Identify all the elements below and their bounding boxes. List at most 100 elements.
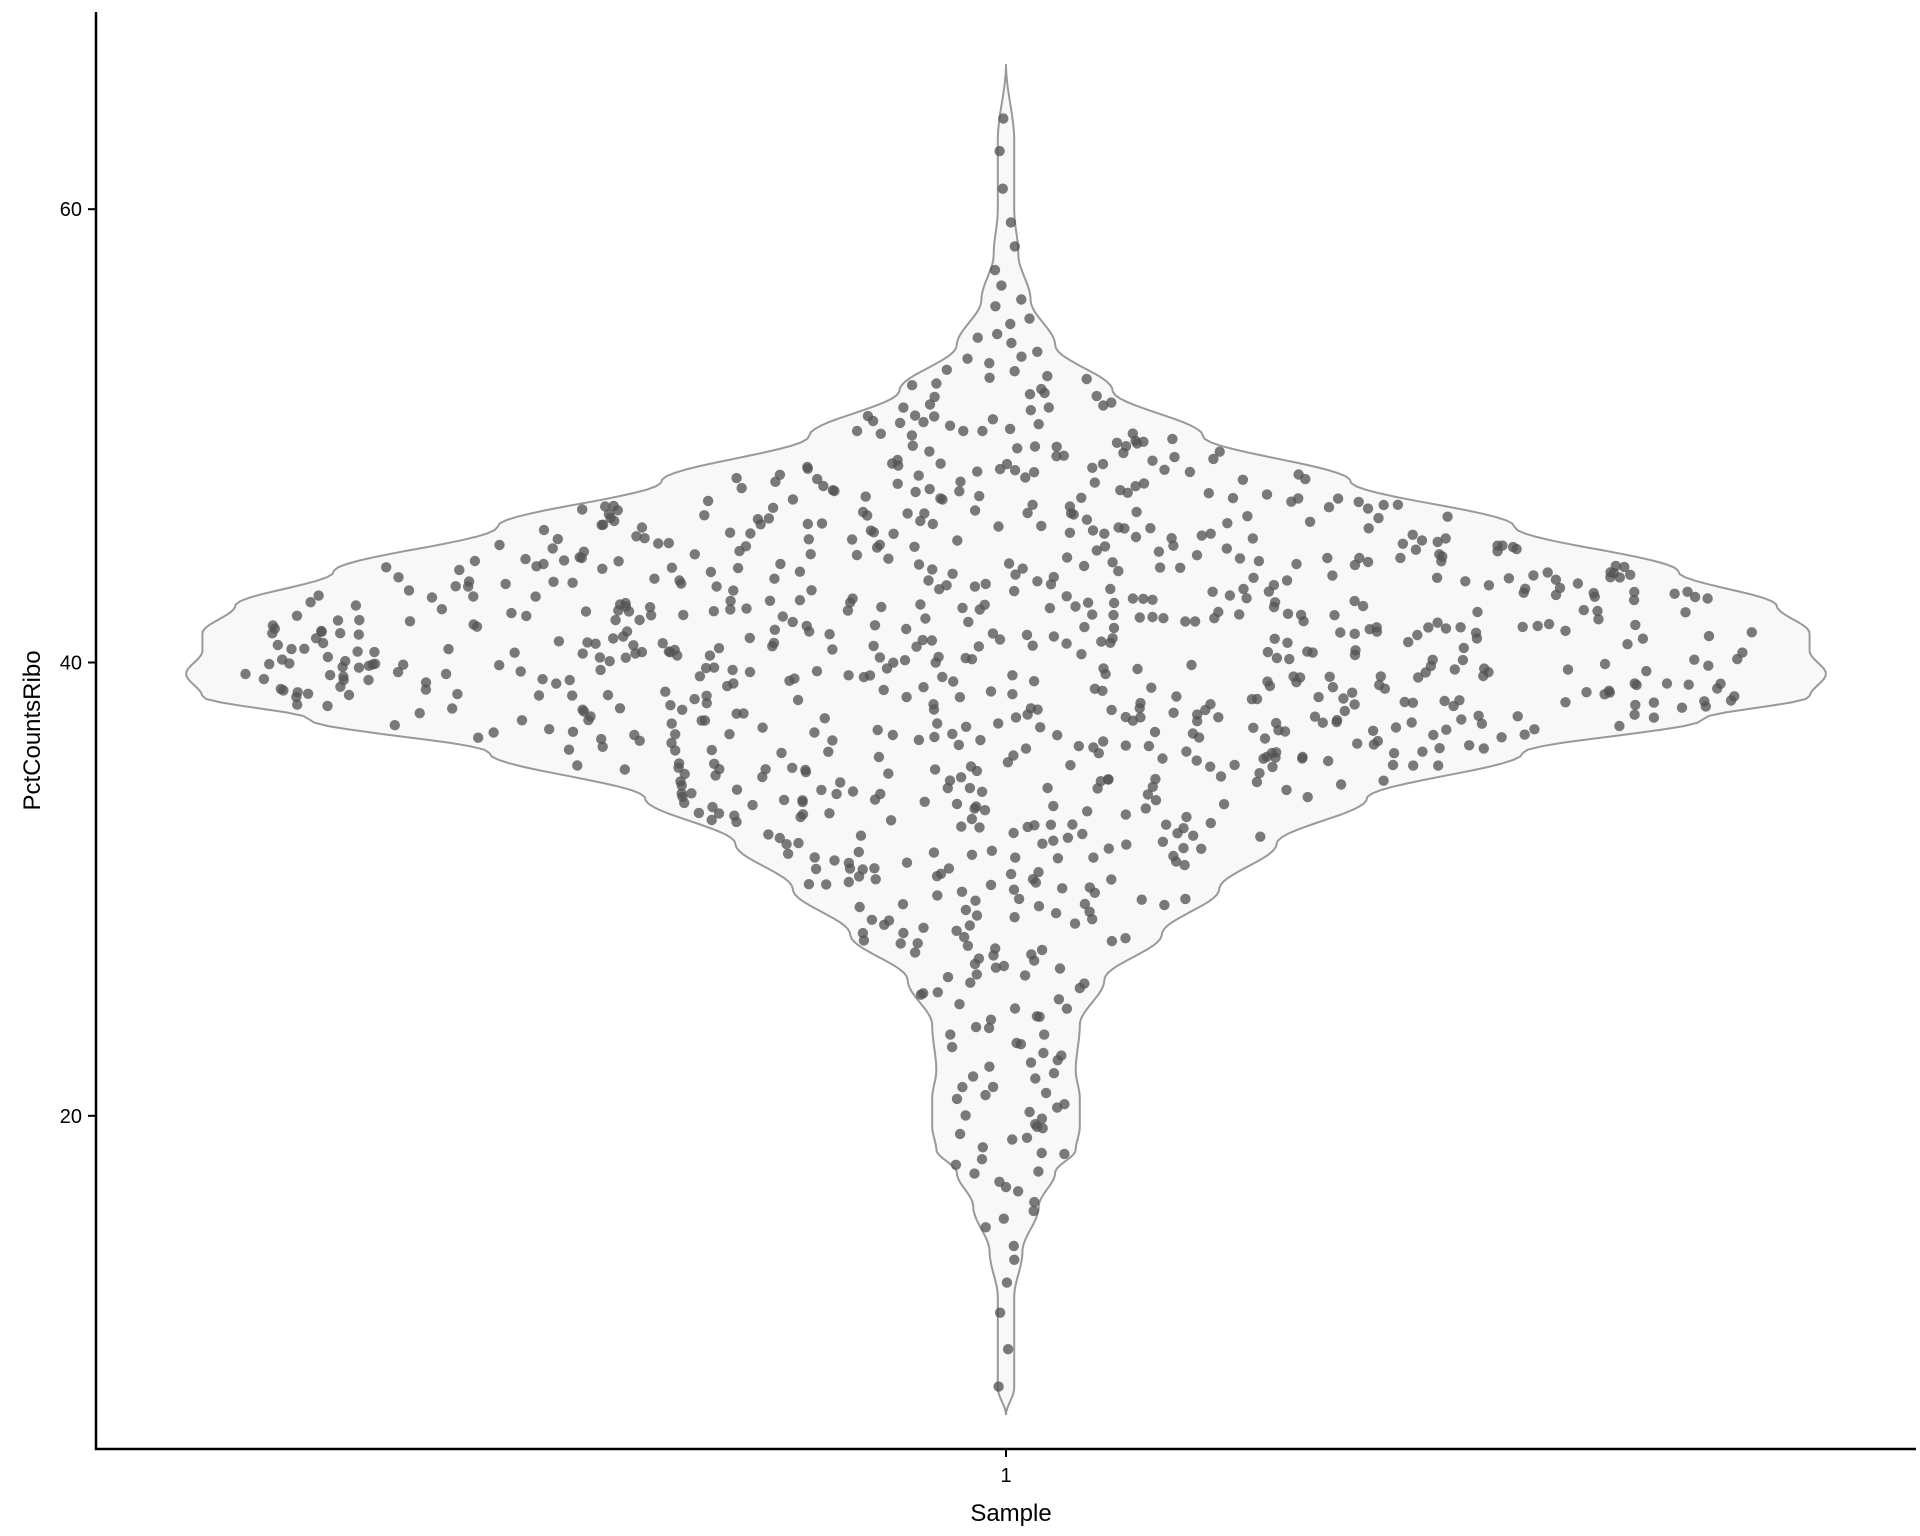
data-point (450, 581, 461, 592)
data-point (913, 470, 924, 481)
data-point (752, 514, 764, 525)
data-point (1622, 639, 1633, 650)
data-point (987, 414, 999, 425)
data-point (971, 910, 983, 921)
data-point (976, 1154, 988, 1165)
data-point (447, 703, 458, 714)
data-point (1460, 576, 1471, 587)
data-point (1431, 572, 1443, 583)
data-point (1061, 591, 1072, 602)
data-point (1297, 751, 1308, 763)
data-point (960, 904, 972, 916)
data-point (1032, 346, 1043, 357)
data-point (993, 1381, 1004, 1392)
data-point (984, 372, 995, 383)
data-point (278, 685, 289, 696)
data-point (520, 553, 531, 565)
data-point (1159, 464, 1170, 475)
data-point (827, 644, 838, 655)
data-point (1517, 621, 1528, 633)
data-point (1058, 450, 1070, 461)
data-point (1105, 583, 1116, 595)
data-point (264, 658, 275, 670)
data-point (1105, 637, 1116, 648)
data-point (1271, 652, 1283, 664)
data-point (1053, 994, 1065, 1005)
data-point (1028, 1205, 1039, 1217)
data-point (855, 830, 867, 841)
data-point (468, 591, 479, 602)
data-point (1179, 859, 1190, 871)
data-point (1268, 579, 1280, 591)
data-point (1051, 441, 1062, 452)
data-point (1134, 612, 1146, 623)
data-point (352, 646, 363, 657)
data-point (567, 690, 578, 701)
data-point (797, 795, 808, 806)
data-point (1543, 618, 1555, 630)
data-point (1254, 768, 1265, 779)
data-point (1171, 691, 1182, 702)
data-point (818, 480, 829, 492)
data-point (316, 625, 327, 637)
data-point (946, 1041, 958, 1053)
data-point (928, 699, 939, 710)
data-point (1251, 776, 1263, 788)
data-point (913, 559, 925, 570)
data-point (1107, 557, 1118, 568)
data-point (1410, 544, 1422, 555)
data-point (1103, 843, 1115, 854)
data-point (676, 788, 687, 799)
data-point (1088, 742, 1099, 753)
data-point (831, 788, 842, 800)
y-tick-label: 60 (60, 199, 82, 221)
data-point (1106, 935, 1118, 947)
data-point (802, 463, 813, 474)
data-point (873, 751, 885, 763)
data-point (1033, 901, 1045, 912)
data-point (977, 1142, 988, 1153)
data-point (918, 682, 929, 693)
data-point (1604, 687, 1616, 698)
data-point (340, 655, 351, 667)
data-point (917, 634, 928, 646)
data-point (1008, 884, 1020, 895)
data-point (598, 519, 609, 530)
data-point (858, 671, 870, 683)
data-point (582, 637, 593, 648)
data-point (1470, 627, 1482, 638)
data-point (955, 772, 967, 783)
data-point (980, 1222, 991, 1233)
data-point (1143, 740, 1155, 752)
data-point (969, 803, 980, 814)
data-point (970, 895, 981, 906)
data-point (870, 874, 881, 885)
data-point (724, 729, 735, 740)
data-point (454, 564, 465, 576)
data-point (1352, 738, 1363, 749)
data-point (901, 623, 912, 635)
data-point (1248, 722, 1259, 733)
data-point (1019, 970, 1031, 981)
data-point (663, 537, 674, 549)
data-point (1214, 446, 1225, 457)
data-point (875, 428, 886, 439)
data-point (1689, 654, 1700, 665)
data-point (974, 490, 985, 502)
data-point (932, 718, 943, 729)
data-point (935, 868, 947, 879)
data-point (821, 879, 832, 890)
data-point (1689, 591, 1701, 603)
data-point (964, 920, 975, 931)
data-point (944, 420, 956, 431)
data-point (958, 425, 969, 437)
y-axis-title: PctCountsRibo (19, 650, 46, 810)
data-point (1147, 611, 1158, 623)
data-point (699, 715, 711, 726)
data-point (847, 786, 859, 797)
data-point (878, 684, 889, 696)
data-point (516, 715, 528, 726)
data-point (1157, 753, 1168, 764)
violin-points (240, 113, 1758, 1392)
data-point (985, 879, 997, 891)
